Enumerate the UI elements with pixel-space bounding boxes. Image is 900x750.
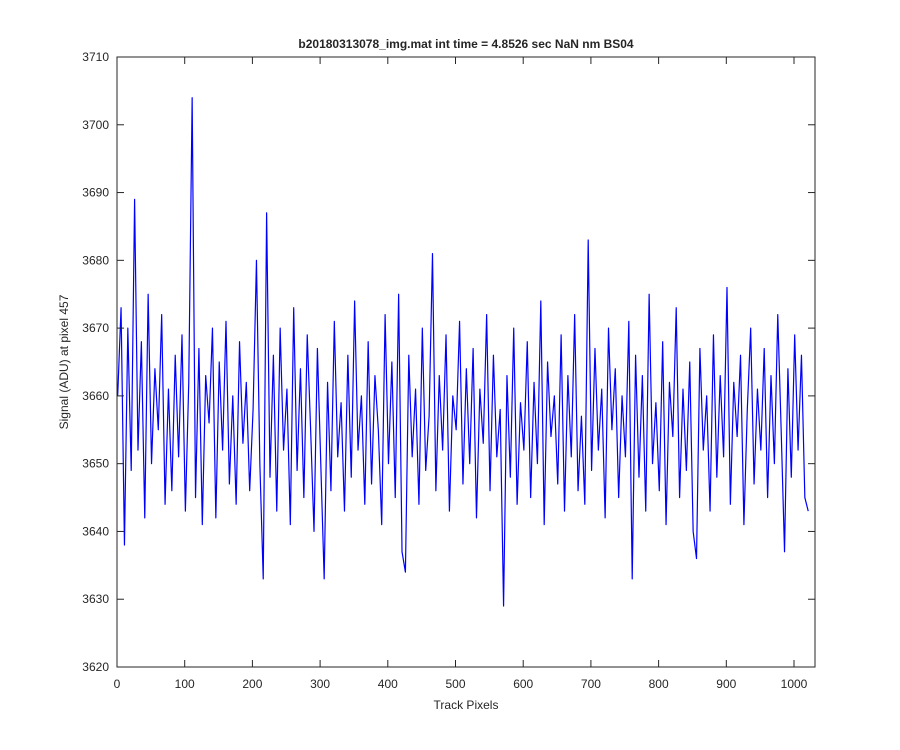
y-tick-label: 3620 [82, 660, 109, 674]
x-tick-label: 500 [445, 677, 465, 691]
plot-area [117, 57, 815, 667]
x-tick-label: 800 [649, 677, 669, 691]
y-tick-label: 3690 [82, 186, 109, 200]
y-tick-label: 3680 [82, 253, 109, 267]
x-tick-label: 300 [310, 677, 330, 691]
x-tick-label: 1000 [781, 677, 808, 691]
x-tick-label: 400 [378, 677, 398, 691]
y-tick-label: 3640 [82, 524, 109, 538]
x-tick-label: 600 [513, 677, 533, 691]
y-tick-label: 3710 [82, 50, 109, 64]
x-tick-label: 200 [242, 677, 262, 691]
x-tick-label: 700 [581, 677, 601, 691]
data-line [117, 97, 809, 607]
y-tick-label: 3650 [82, 457, 109, 471]
y-axis-label: Signal (ADU) at pixel 457 [57, 294, 71, 429]
x-tick-label: 100 [175, 677, 195, 691]
axes-box [116, 56, 816, 668]
y-tick-label: 3660 [82, 389, 109, 403]
x-tick-label: 0 [114, 677, 121, 691]
x-tick-label: 900 [716, 677, 736, 691]
y-tick-label: 3700 [82, 118, 109, 132]
y-tick-label: 3630 [82, 592, 109, 606]
y-tick-label: 3670 [82, 321, 109, 335]
x-axis-label: Track Pixels [434, 698, 499, 712]
chart-title: b20180313078_img.mat int time = 4.8526 s… [298, 37, 634, 51]
